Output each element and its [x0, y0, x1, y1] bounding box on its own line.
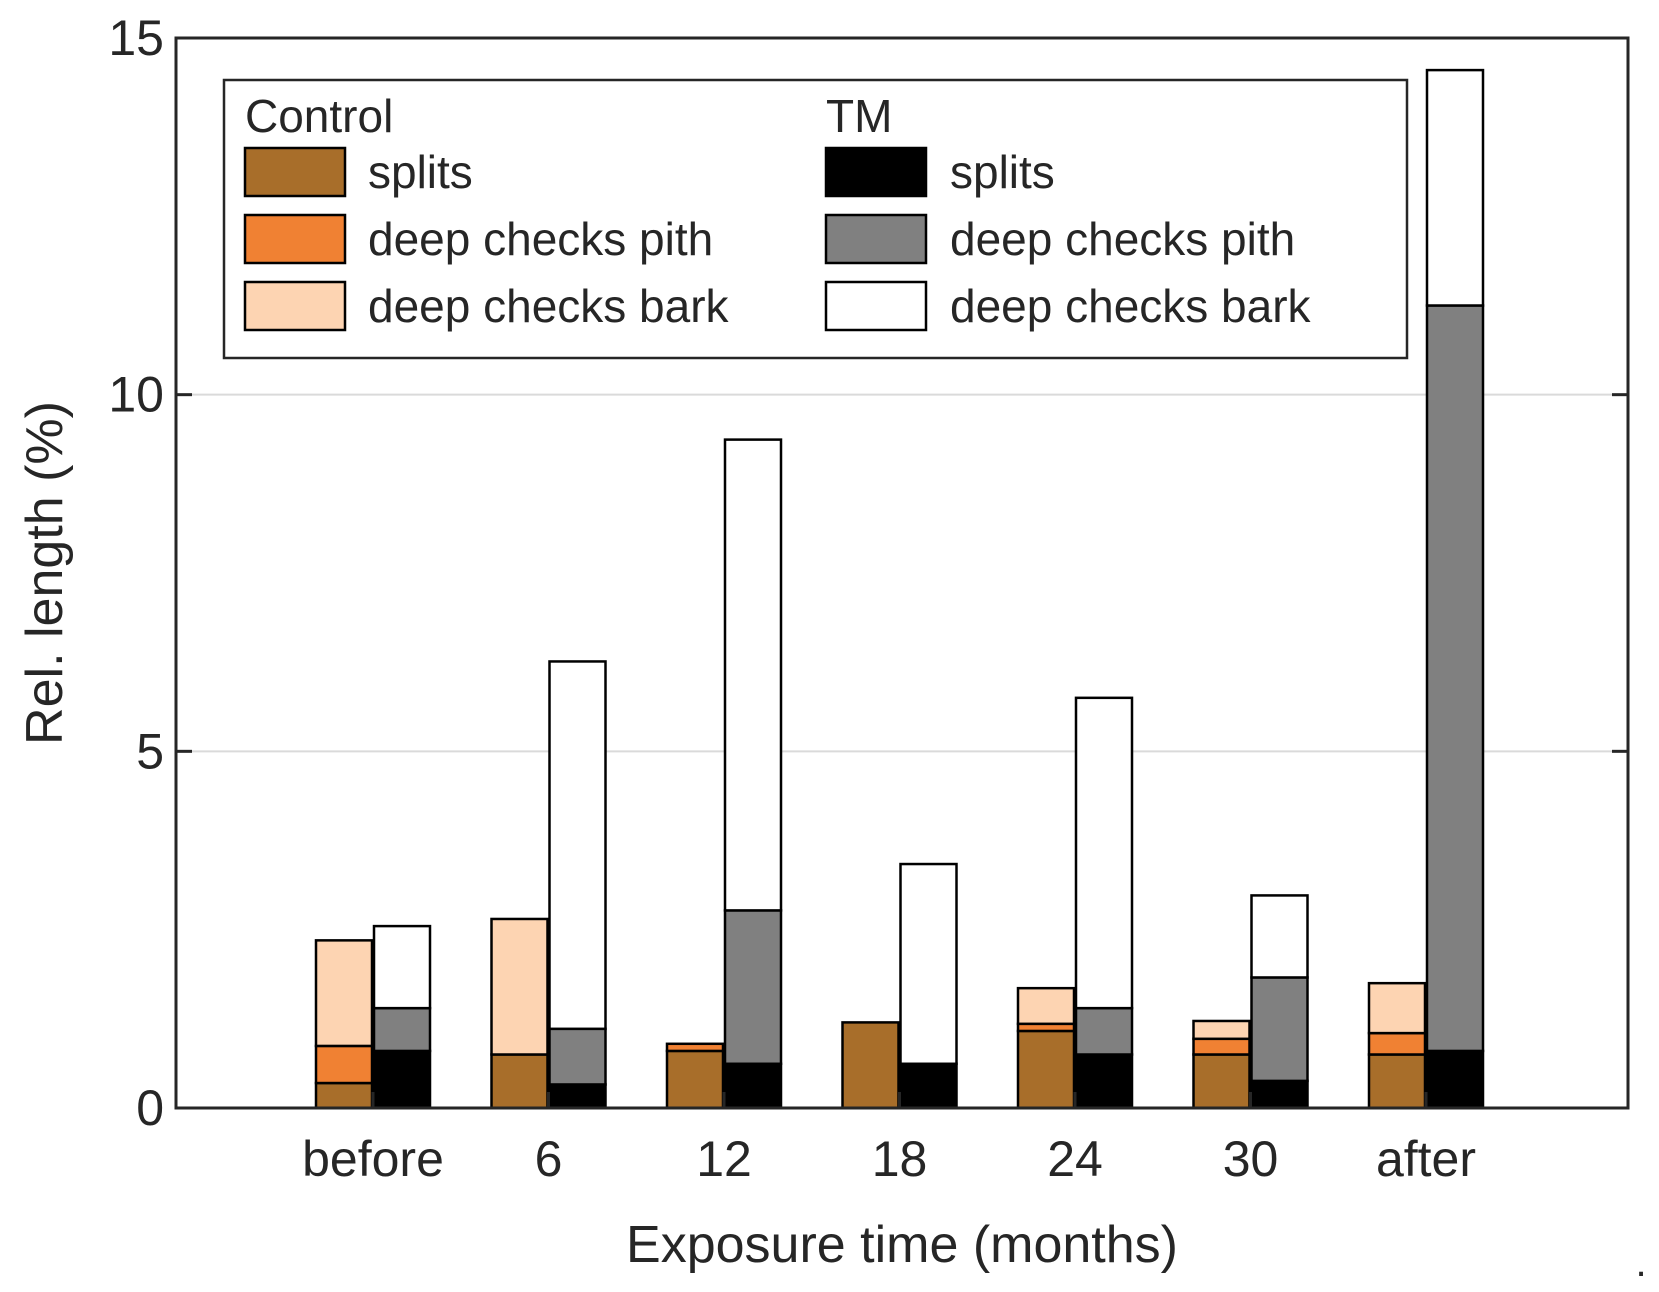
legend-swatch-control-deep-checks-bark — [243, 280, 347, 332]
bar-tm-deep-checks-bark-before — [372, 924, 432, 1010]
gridlines — [176, 393, 1628, 753]
bar-control-splits-after — [1367, 1053, 1427, 1110]
bars — [314, 68, 1485, 1110]
plot-frame — [174, 36, 1630, 1110]
x-tick-label-18: 18 — [872, 1131, 928, 1187]
bar-tm-deep-checks-pith-12 — [723, 909, 783, 1066]
bar-tm-splits-6 — [548, 1083, 607, 1110]
bar-tm-deep-checks-pith-6 — [548, 1027, 607, 1086]
bar-tm-deep-checks-pith-before — [372, 1006, 432, 1053]
bar-tm-splits-30 — [1250, 1079, 1309, 1110]
y-axis-label: Rel. length (%) — [16, 401, 74, 745]
axis-ticks — [176, 36, 1628, 1110]
bar-control-deep-checks-pith-before — [314, 1044, 374, 1085]
y-tick-label-5: 5 — [136, 723, 164, 779]
legend-swatch-tm-deep-checks-pith — [824, 213, 928, 265]
legend-control-header: Control — [245, 90, 393, 142]
bar-control-splits-before — [314, 1081, 374, 1110]
bar-control-deep-checks-bark-24 — [1016, 986, 1076, 1026]
legend-swatch-control-deep-checks-pith — [243, 213, 347, 265]
x-tick-label-24: 24 — [1047, 1131, 1103, 1187]
x-axis-label: Exposure time (months) — [626, 1216, 1178, 1274]
x-tick-label-12: 12 — [696, 1131, 752, 1187]
bar-control-splits-6 — [490, 1053, 549, 1110]
bar-tm-deep-checks-pith-after — [1425, 304, 1485, 1053]
bar-control-deep-checks-bark-6 — [490, 917, 549, 1056]
bar-control-deep-checks-bark-30 — [1192, 1019, 1251, 1041]
legend-tm-header: TM — [826, 90, 892, 142]
legend-swatch-tm-deep-checks-bark — [824, 280, 928, 332]
y-tick-label-15: 15 — [108, 10, 164, 66]
legend: Control TM splits deep checks pith deep ch… — [222, 78, 1409, 360]
x-tick-labels: before 6 12 18 24 30 after — [302, 1131, 1476, 1187]
bar-control-deep-checks-bark-after — [1367, 981, 1427, 1035]
legend-box — [222, 78, 1409, 360]
trailing-dot: . — [1635, 1241, 1646, 1285]
bar-tm-splits-24 — [1074, 1053, 1134, 1110]
bar-tm-deep-checks-pith-30 — [1250, 976, 1309, 1083]
bar-tm-deep-checks-bark-18 — [899, 862, 958, 1066]
bar-control-deep-checks-pith-after — [1367, 1031, 1427, 1056]
bar-tm-deep-checks-pith-24 — [1074, 1006, 1134, 1056]
legend-swatch-tm-splits — [824, 146, 928, 198]
bar-control-splits-24 — [1016, 1029, 1076, 1110]
legend-items: splits deep checks pith deep checks bark sp… — [243, 146, 1312, 332]
bar-control-splits-18 — [841, 1021, 900, 1110]
bar-tm-splits-12 — [723, 1062, 783, 1110]
bar-tm-deep-checks-bark-12 — [723, 438, 783, 912]
bar-tm-splits-before — [372, 1049, 432, 1110]
bar-tm-splits-after — [1425, 1049, 1485, 1110]
bar-tm-deep-checks-bark-24 — [1074, 696, 1134, 1010]
bar-tm-deep-checks-bark-30 — [1250, 894, 1309, 979]
bar-control-deep-checks-pith-12 — [665, 1042, 725, 1053]
legend-label-tm-deep-checks-bark: deep checks bark — [950, 280, 1312, 332]
bar-control-splits-30 — [1192, 1053, 1251, 1110]
x-tick-label-before: before — [302, 1131, 444, 1187]
y-tick-label-10: 10 — [108, 367, 164, 423]
bar-tm-splits-18 — [899, 1062, 958, 1110]
legend-label-tm-splits: splits — [950, 146, 1055, 198]
legend-swatch-control-splits — [243, 146, 347, 198]
y-tick-label-0: 0 — [136, 1080, 164, 1136]
bar-tm-deep-checks-bark-6 — [548, 660, 607, 1031]
x-tick-label-6: 6 — [535, 1131, 563, 1187]
bar-control-deep-checks-bark-before — [314, 939, 374, 1048]
bar-control-deep-checks-pith-30 — [1192, 1037, 1251, 1056]
x-tick-label-after: after — [1376, 1131, 1476, 1187]
x-tick-label-30: 30 — [1223, 1131, 1279, 1187]
legend-label-control-deep-checks-bark: deep checks bark — [368, 280, 730, 332]
y-tick-labels: 0 5 10 15 — [108, 10, 164, 1136]
bar-control-splits-12 — [665, 1049, 725, 1110]
bar-tm-deep-checks-bark-after — [1425, 68, 1485, 307]
legend-label-control-deep-checks-pith: deep checks pith — [368, 213, 713, 265]
legend-label-control-splits: splits — [368, 146, 473, 198]
legend-label-tm-deep-checks-pith: deep checks pith — [950, 213, 1295, 265]
